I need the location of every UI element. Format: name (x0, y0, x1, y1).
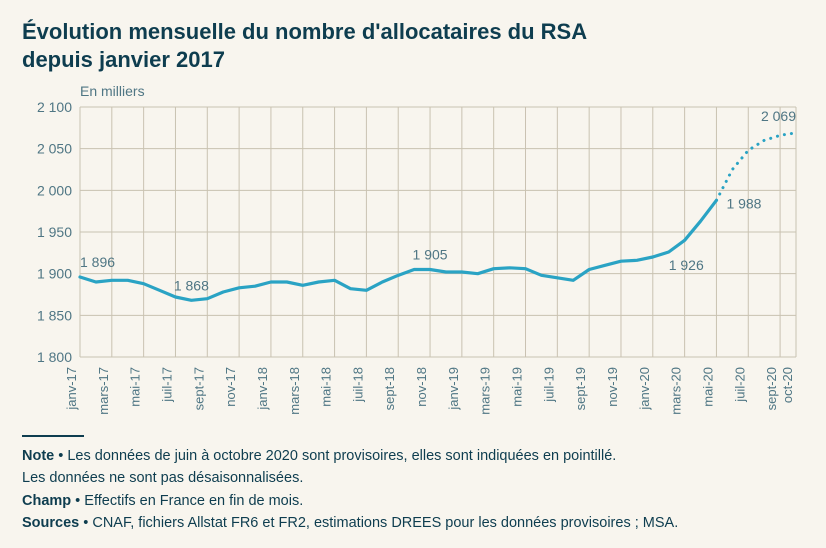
chart-notes: Note • Les données de juin à octobre 202… (22, 445, 804, 535)
svg-text:sept-17: sept-17 (191, 367, 206, 410)
svg-text:sept-18: sept-18 (382, 367, 397, 410)
svg-text:1 905: 1 905 (413, 247, 448, 263)
sources-label: Sources (22, 515, 79, 531)
svg-text:2 050: 2 050 (37, 141, 72, 157)
svg-text:mai-20: mai-20 (700, 367, 715, 407)
svg-text:juil-17: juil-17 (159, 367, 174, 403)
chart-title: Évolution mensuelle du nombre d'allocata… (22, 18, 804, 73)
svg-text:janv-19: janv-19 (446, 367, 461, 411)
svg-text:mai-17: mai-17 (128, 367, 143, 407)
svg-text:oct-20: oct-20 (780, 367, 795, 403)
svg-text:janv-18: janv-18 (255, 367, 270, 411)
svg-text:mars-19: mars-19 (478, 367, 493, 415)
svg-text:1 926: 1 926 (669, 257, 704, 273)
svg-text:1 868: 1 868 (174, 277, 209, 293)
note-divider (22, 435, 84, 437)
note-line-2: Les données ne sont pas désaisonnalisées… (22, 467, 804, 489)
svg-text:mars-18: mars-18 (287, 367, 302, 415)
svg-text:1 950: 1 950 (37, 224, 72, 240)
svg-text:1 896: 1 896 (80, 254, 115, 270)
svg-text:2 069: 2 069 (761, 108, 796, 124)
svg-text:mai-18: mai-18 (319, 367, 334, 407)
svg-text:janv-17: janv-17 (64, 367, 79, 411)
svg-text:mars-20: mars-20 (669, 367, 684, 415)
chart-subtitle: En milliers (80, 83, 804, 99)
sources-text: • CNAF, fichiers Allstat FR6 et FR2, est… (79, 515, 678, 531)
svg-text:juil-18: juil-18 (350, 367, 365, 403)
svg-text:janv-20: janv-20 (637, 367, 652, 411)
chart-title-line2: depuis janvier 2017 (22, 47, 225, 72)
sources-line: Sources • CNAF, fichiers Allstat FR6 et … (22, 512, 804, 534)
svg-text:2 100: 2 100 (37, 101, 72, 115)
svg-text:sept-19: sept-19 (573, 367, 588, 410)
champ-label: Champ (22, 493, 71, 509)
svg-text:nov-18: nov-18 (414, 367, 429, 407)
svg-text:1 988: 1 988 (726, 195, 761, 211)
svg-text:2 000: 2 000 (37, 182, 72, 198)
chart-plot: 1 800 1 850 1 900 1 950 2 000 2 050 2 100 janv-… (22, 101, 804, 421)
svg-text:1 850: 1 850 (37, 307, 72, 323)
svg-text:mars-17: mars-17 (96, 367, 111, 415)
champ-line: Champ • Effectifs en France en fin de mo… (22, 490, 804, 512)
svg-text:mai-19: mai-19 (510, 367, 525, 407)
svg-text:1 800: 1 800 (37, 349, 72, 365)
svg-text:1 900: 1 900 (37, 266, 72, 282)
note-line-1: Note • Les données de juin à octobre 202… (22, 445, 804, 467)
svg-text:nov-17: nov-17 (223, 367, 238, 407)
svg-text:juil-20: juil-20 (732, 367, 747, 403)
note-text-1: • Les données de juin à octobre 2020 son… (54, 448, 616, 464)
chart-container: Évolution mensuelle du nombre d'allocata… (0, 0, 826, 548)
champ-text: • Effectifs en France en fin de mois. (71, 493, 303, 509)
note-label: Note (22, 448, 54, 464)
chart-svg: 1 800 1 850 1 900 1 950 2 000 2 050 2 100 janv-… (22, 101, 804, 421)
svg-text:nov-19: nov-19 (605, 367, 620, 407)
svg-text:sept-20: sept-20 (764, 367, 779, 410)
chart-title-line1: Évolution mensuelle du nombre d'allocata… (22, 19, 587, 44)
svg-text:juil-19: juil-19 (541, 367, 556, 403)
